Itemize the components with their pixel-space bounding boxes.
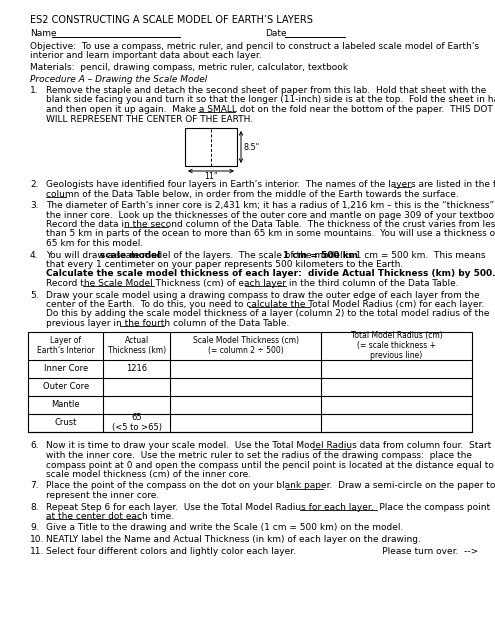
Text: and then open it up again.  Make a SMALL dot on the fold near the bottom of the : and then open it up again. Make a SMALL … bbox=[46, 105, 493, 114]
Text: Select four different colors and lightly color each layer.                      : Select four different colors and lightly… bbox=[46, 547, 478, 556]
Text: interior and learn important data about each layer.: interior and learn important data about … bbox=[30, 51, 262, 61]
Text: Name: Name bbox=[30, 29, 56, 38]
Text: Do this by adding the scale model thickness of a layer (column 2) to the total m: Do this by adding the scale model thickn… bbox=[46, 310, 490, 319]
Text: Actual
Thickness (km): Actual Thickness (km) bbox=[108, 336, 166, 355]
Bar bbox=[185, 128, 237, 166]
Text: Crust: Crust bbox=[54, 418, 77, 427]
Text: 5.: 5. bbox=[30, 291, 39, 300]
Text: 8.5": 8.5" bbox=[243, 143, 259, 152]
Text: 3.: 3. bbox=[30, 201, 39, 210]
Text: 65 km for this model.: 65 km for this model. bbox=[46, 239, 143, 248]
Text: Now it is time to draw your scale model.  Use the Total Model Radius data from c: Now it is time to draw your scale model.… bbox=[46, 442, 491, 451]
Text: Draw your scale model using a drawing compass to draw the outer edge of each lay: Draw your scale model using a drawing co… bbox=[46, 291, 480, 300]
Text: 11.: 11. bbox=[30, 547, 45, 556]
Text: 8.: 8. bbox=[30, 502, 39, 511]
Text: 7.: 7. bbox=[30, 481, 39, 490]
Text: the inner core.  Look up the thicknesses of the outer core and mantle on page 30: the inner core. Look up the thicknesses … bbox=[46, 211, 495, 220]
Text: Record the Scale Model Thickness (cm) of each layer in the third column of the D: Record the Scale Model Thickness (cm) of… bbox=[46, 279, 459, 288]
Text: Scale Model Thickness (cm)
(= column 2 ÷ 500): Scale Model Thickness (cm) (= column 2 ÷… bbox=[193, 336, 298, 355]
Text: 6.: 6. bbox=[30, 442, 39, 451]
Text: 2.: 2. bbox=[30, 180, 39, 189]
Text: Materials:  pencil, drawing compass, metric ruler, calculator, textbook: Materials: pencil, drawing compass, metr… bbox=[30, 63, 348, 72]
Text: Procedure A – Drawing the Scale Model: Procedure A – Drawing the Scale Model bbox=[30, 76, 207, 84]
Text: Objective:  To use a compass, metric ruler, and pencil to construct a labeled sc: Objective: To use a compass, metric rule… bbox=[30, 42, 479, 51]
Text: 1 cm = 500 km: 1 cm = 500 km bbox=[283, 250, 357, 259]
Text: Place the point of the compass on the dot on your blank paper.  Draw a semi-circ: Place the point of the compass on the do… bbox=[46, 481, 495, 490]
Text: Record the data in the second column of the Data Table.  The thickness of the cr: Record the data in the second column of … bbox=[46, 220, 495, 229]
Text: 1216: 1216 bbox=[126, 364, 148, 373]
Text: Inner Core: Inner Core bbox=[44, 364, 88, 373]
Text: scale model: scale model bbox=[100, 250, 160, 259]
Text: The diameter of Earth’s inner core is 2,431 km; it has a radius of 1,216 km – th: The diameter of Earth’s inner core is 2,… bbox=[46, 201, 495, 210]
Text: 9.: 9. bbox=[30, 524, 39, 532]
Text: Remove the staple and detach the second sheet of paper from this lab.  Hold that: Remove the staple and detach the second … bbox=[46, 86, 486, 95]
Text: Layer of
Earth’s Interior: Layer of Earth’s Interior bbox=[37, 336, 95, 355]
Text: ES2 CONSTRUCTING A SCALE MODEL OF EARTH’S LAYERS: ES2 CONSTRUCTING A SCALE MODEL OF EARTH’… bbox=[30, 15, 313, 25]
Text: You will draw a scale model of the layers.  The scale of the model is 1 cm = 500: You will draw a scale model of the layer… bbox=[46, 250, 486, 259]
Text: Repeat Step 6 for each layer.  Use the Total Model Radius for each layer.  Place: Repeat Step 6 for each layer. Use the To… bbox=[46, 502, 490, 511]
Text: compass point at 0 and open the compass until the pencil point is located at the: compass point at 0 and open the compass … bbox=[46, 461, 495, 470]
Text: Date: Date bbox=[265, 29, 287, 38]
Text: Give a Title to the drawing and write the Scale (1 cm = 500 km) on the model.: Give a Title to the drawing and write th… bbox=[46, 524, 403, 532]
Text: previous layer in the fourth column of the Data Table.: previous layer in the fourth column of t… bbox=[46, 319, 290, 328]
Text: center of the Earth.  To do this, you need to calculate the Total Model Radius (: center of the Earth. To do this, you nee… bbox=[46, 300, 484, 309]
Text: Calculate the scale model thickness of each layer:  divide Actual Thickness (km): Calculate the scale model thickness of e… bbox=[46, 269, 495, 278]
Text: that every 1 centimeter on your paper represents 500 kilometers to the Earth.: that every 1 centimeter on your paper re… bbox=[46, 260, 403, 269]
Text: NEATLY label the Name and Actual Thickness (in km) of each layer on the drawing.: NEATLY label the Name and Actual Thickne… bbox=[46, 535, 421, 544]
Text: 11": 11" bbox=[204, 172, 218, 181]
Text: at the center dot each time.: at the center dot each time. bbox=[46, 512, 174, 521]
Text: column of the Data Table below, in order from the middle of the Earth towards th: column of the Data Table below, in order… bbox=[46, 189, 459, 198]
Text: Mantle: Mantle bbox=[51, 400, 80, 409]
Text: 4.: 4. bbox=[30, 250, 39, 259]
Text: with the inner core.  Use the metric ruler to set the radius of the drawing comp: with the inner core. Use the metric rule… bbox=[46, 451, 472, 460]
Text: than 5 km in parts of the ocean to more than 65 km in some mountains.  You will : than 5 km in parts of the ocean to more … bbox=[46, 230, 495, 239]
Text: 10.: 10. bbox=[30, 535, 45, 544]
Text: Outer Core: Outer Core bbox=[43, 382, 89, 391]
Bar bbox=[28, 332, 472, 431]
Text: represent the inner core.: represent the inner core. bbox=[46, 491, 159, 500]
Text: Total Model Radius (cm)
(= scale thickness +
previous line): Total Model Radius (cm) (= scale thickne… bbox=[350, 331, 443, 360]
Text: 65
(<5 to >65): 65 (<5 to >65) bbox=[112, 413, 162, 432]
Text: Geologists have identified four layers in Earth’s interior.  The names of the la: Geologists have identified four layers i… bbox=[46, 180, 495, 189]
Text: scale model thickness (cm) of the inner core.: scale model thickness (cm) of the inner … bbox=[46, 470, 251, 479]
Text: WILL REPRESENT THE CENTER OF THE EARTH.: WILL REPRESENT THE CENTER OF THE EARTH. bbox=[46, 115, 253, 124]
Text: 1.: 1. bbox=[30, 86, 39, 95]
Text: blank side facing you and turn it so that the longer (11-inch) side is at the to: blank side facing you and turn it so tha… bbox=[46, 95, 495, 104]
